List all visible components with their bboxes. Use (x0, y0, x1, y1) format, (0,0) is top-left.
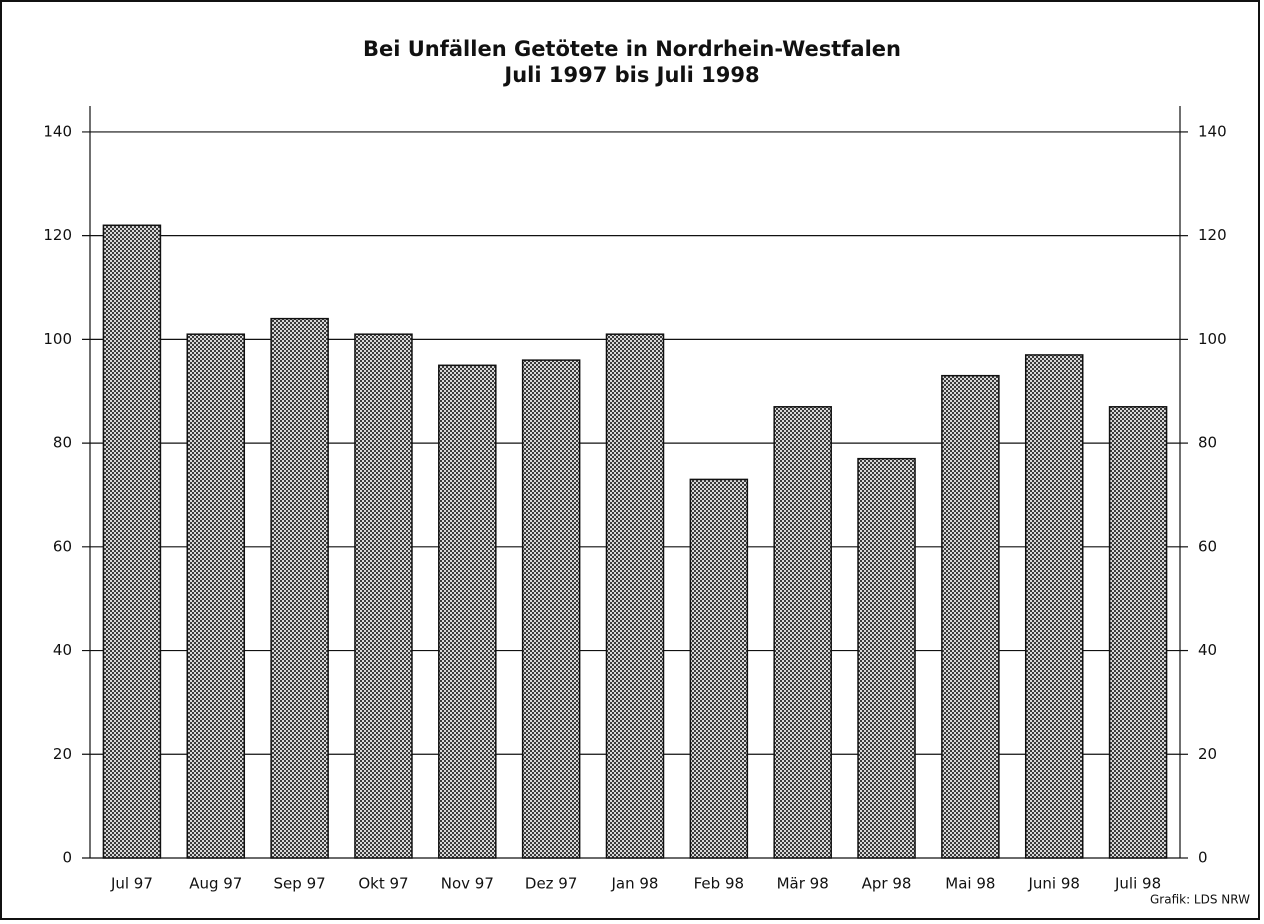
y-tick-label: 140 (43, 122, 72, 140)
y2-tick-label: 60 (1198, 537, 1217, 555)
x-tick-label: Nov 97 (441, 875, 494, 893)
y-tick-label: 0 (62, 849, 72, 867)
y-tick-label: 100 (43, 330, 72, 348)
y2-tick-label: 20 (1198, 745, 1217, 763)
y-tick-label: 60 (53, 537, 72, 555)
y-tick-label: 40 (53, 641, 72, 659)
bar (941, 374, 1000, 859)
y-tick-label: 80 (53, 434, 72, 452)
bar (773, 406, 832, 859)
y2-tick-label: 0 (1198, 849, 1208, 867)
x-tick-label: Mär 98 (777, 875, 829, 893)
x-tick-label: Mai 98 (945, 875, 995, 893)
y2-tick-label: 140 (1198, 122, 1227, 140)
y2-tick-label: 80 (1198, 434, 1217, 452)
bar (186, 333, 246, 859)
y-tick-label: 120 (43, 226, 72, 244)
x-tick-label: Okt 97 (358, 875, 408, 893)
y-tick-label: 20 (53, 745, 72, 763)
bar (857, 457, 916, 859)
bar (689, 478, 749, 859)
y2-tick-label: 120 (1198, 226, 1227, 244)
source: Grafik: LDS NRW (1150, 893, 1250, 907)
y2-tick-label: 40 (1198, 641, 1217, 659)
chart-title: Bei Unfällen Getötete in Nordrhein-Westf… (363, 37, 901, 61)
x-tick-label: Feb 98 (694, 875, 744, 893)
x-tick-label: Jan 98 (611, 875, 659, 893)
x-tick-label: Aug 97 (189, 875, 242, 893)
bar (438, 364, 497, 859)
y2-tick-label: 100 (1198, 330, 1227, 348)
bar (354, 333, 413, 859)
bar (102, 224, 162, 859)
x-tick-label: Jul 97 (110, 875, 153, 893)
x-tick-label: Apr 98 (862, 875, 912, 893)
x-tick-label: Sep 97 (274, 875, 326, 893)
bar (270, 317, 329, 859)
bar (605, 333, 665, 859)
x-tick-label: Juni 98 (1027, 875, 1079, 893)
x-tick-label: Dez 97 (525, 875, 578, 893)
x-tick-label: Juli 98 (1114, 875, 1161, 893)
bar (1024, 354, 1084, 859)
bar (1108, 406, 1168, 859)
chart-subtitle: Juli 1997 bis Juli 1998 (502, 63, 759, 87)
bar (521, 359, 581, 859)
